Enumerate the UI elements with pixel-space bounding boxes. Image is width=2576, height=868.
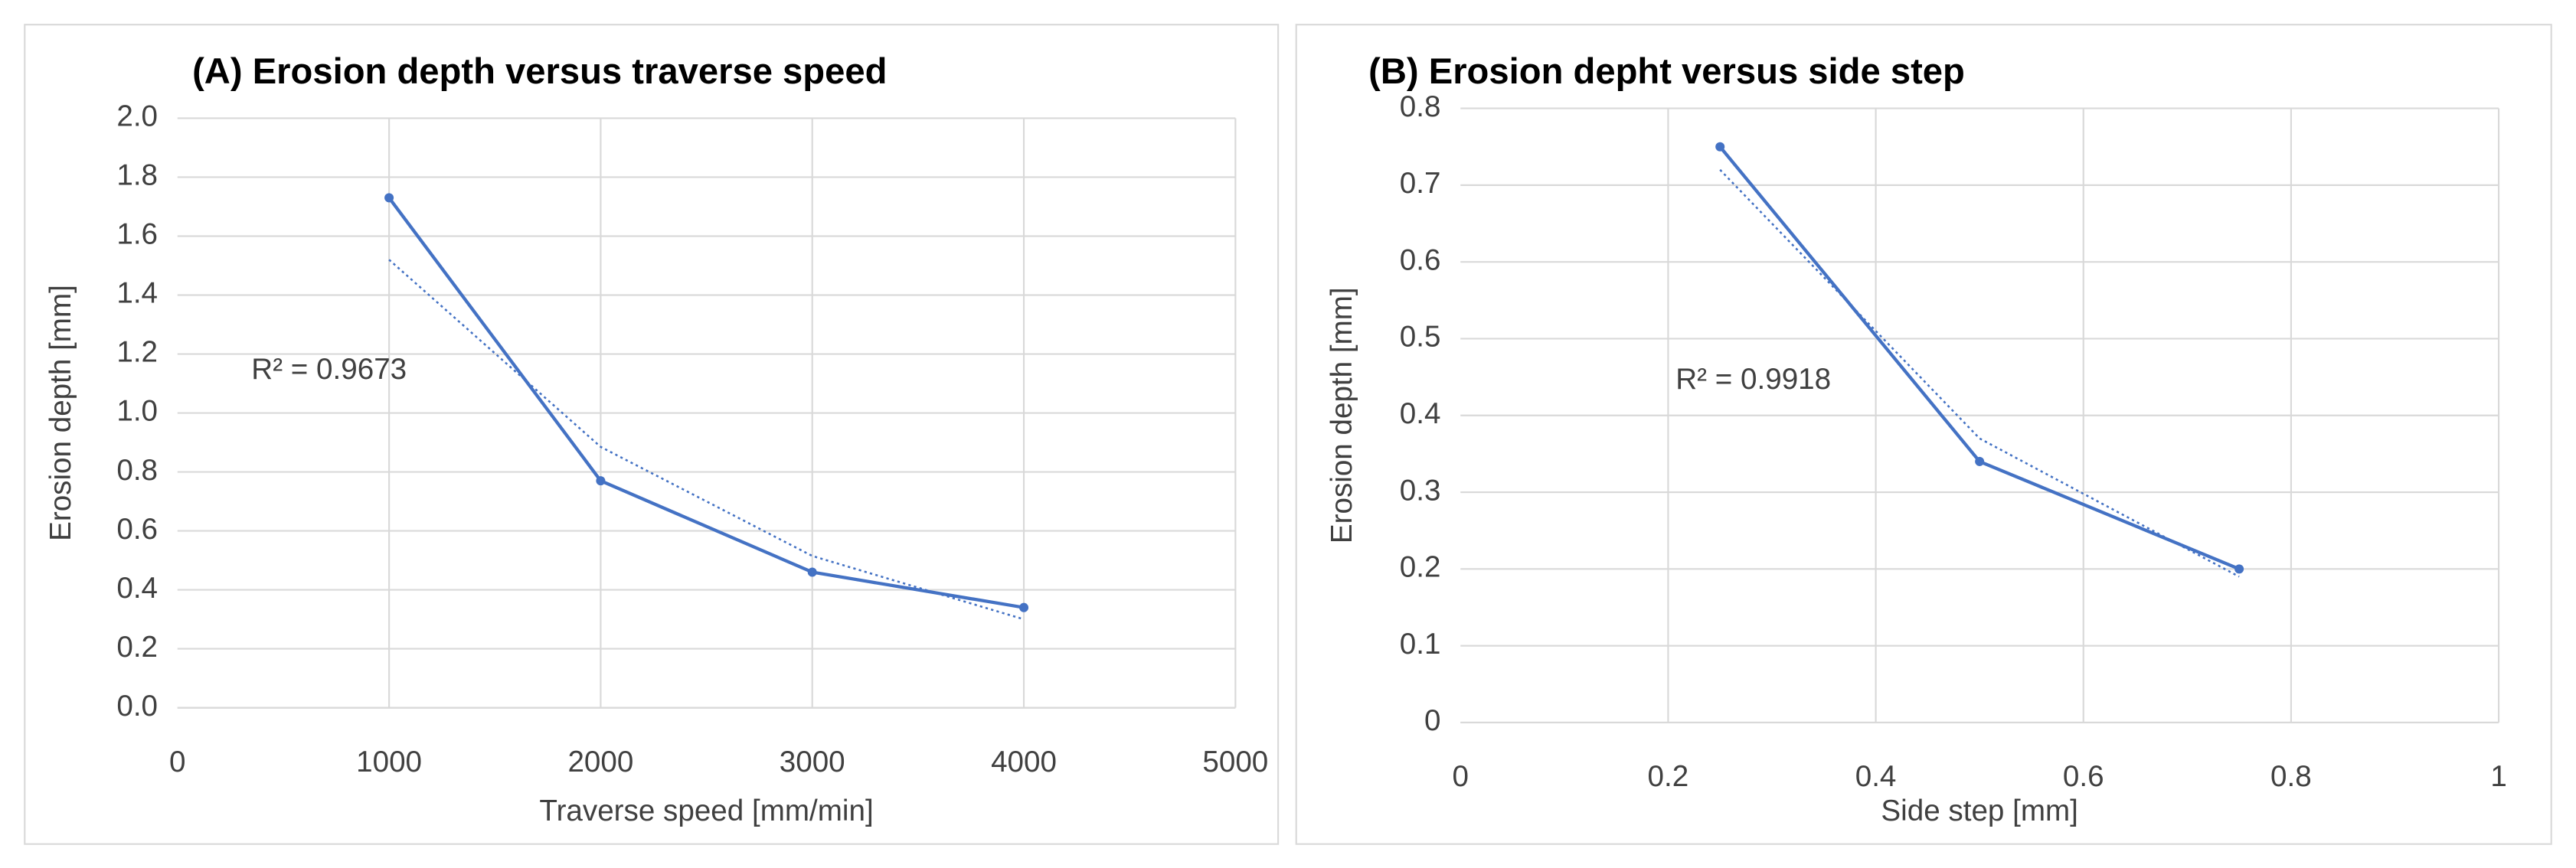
data-point xyxy=(1019,602,1029,612)
y-tick-label: 1.0 xyxy=(116,395,158,428)
data-line xyxy=(387,197,1025,609)
data-point xyxy=(807,567,817,577)
data-point xyxy=(1975,456,1985,466)
panel-border xyxy=(1295,24,2552,845)
y-tick-label: 0.0 xyxy=(116,690,158,723)
y-tick-label: 0 xyxy=(1424,704,1440,737)
y-tick-label: 0.4 xyxy=(116,572,158,605)
y-tick-label: 0.8 xyxy=(116,454,158,487)
chart-title: (B) Erosion depht versus side step xyxy=(1368,51,1965,92)
x-axis-label: Traverse speed [mm/min] xyxy=(539,795,873,827)
y-tick-label: 0.5 xyxy=(1400,321,1441,354)
x-tick-label: 5000 xyxy=(1202,746,1268,778)
y-tick-label: 1.4 xyxy=(116,277,158,310)
data-point xyxy=(596,476,606,486)
y-tick-label: 1.6 xyxy=(116,218,158,251)
y-tick-label: 0.2 xyxy=(1400,551,1441,584)
x-tick-label: 4000 xyxy=(991,746,1057,778)
x-tick-label: 0 xyxy=(169,746,185,778)
x-tick-label: 0.2 xyxy=(1648,760,1689,793)
x-tick-label: 1000 xyxy=(356,746,422,778)
x-tick-label: 0 xyxy=(1453,760,1469,793)
y-tick-label: 0.7 xyxy=(1400,167,1441,200)
chart-title: (A) Erosion depth versus traverse speed xyxy=(192,51,887,92)
x-tick-label: 0.8 xyxy=(2270,760,2312,793)
data-point xyxy=(1715,142,1725,152)
y-axis-label: Erosion depth [mm] xyxy=(44,285,77,541)
y-tick-label: 2.0 xyxy=(116,100,158,133)
y-tick-label: 0.6 xyxy=(116,513,158,546)
panel-border xyxy=(24,24,1280,845)
x-tick-label: 0.4 xyxy=(1855,760,1897,793)
x-tick-label: 1 xyxy=(2490,760,2506,793)
x-tick-label: 0.6 xyxy=(2063,760,2104,793)
x-tick-label: 3000 xyxy=(780,746,845,778)
r-squared-annotation: R² = 0.9918 xyxy=(1675,363,1831,396)
y-tick-label: 1.8 xyxy=(116,159,158,192)
y-axis-label: Erosion depth [mm] xyxy=(1326,287,1358,543)
y-tick-label: 0.6 xyxy=(1400,243,1441,276)
trendline xyxy=(1719,168,2240,578)
data-point xyxy=(2234,564,2244,574)
y-tick-label: 0.4 xyxy=(1400,397,1441,430)
y-tick-label: 0.1 xyxy=(1400,628,1441,661)
x-axis-label: Side step [mm] xyxy=(1881,795,2077,827)
r-squared-annotation: R² = 0.9673 xyxy=(251,353,407,386)
y-tick-label: 0.8 xyxy=(1400,90,1441,123)
x-tick-label: 2000 xyxy=(567,746,633,778)
y-tick-label: 0.2 xyxy=(116,631,158,664)
data-point xyxy=(384,193,394,203)
y-tick-label: 1.2 xyxy=(116,336,158,369)
y-tick-label: 0.3 xyxy=(1400,474,1441,507)
